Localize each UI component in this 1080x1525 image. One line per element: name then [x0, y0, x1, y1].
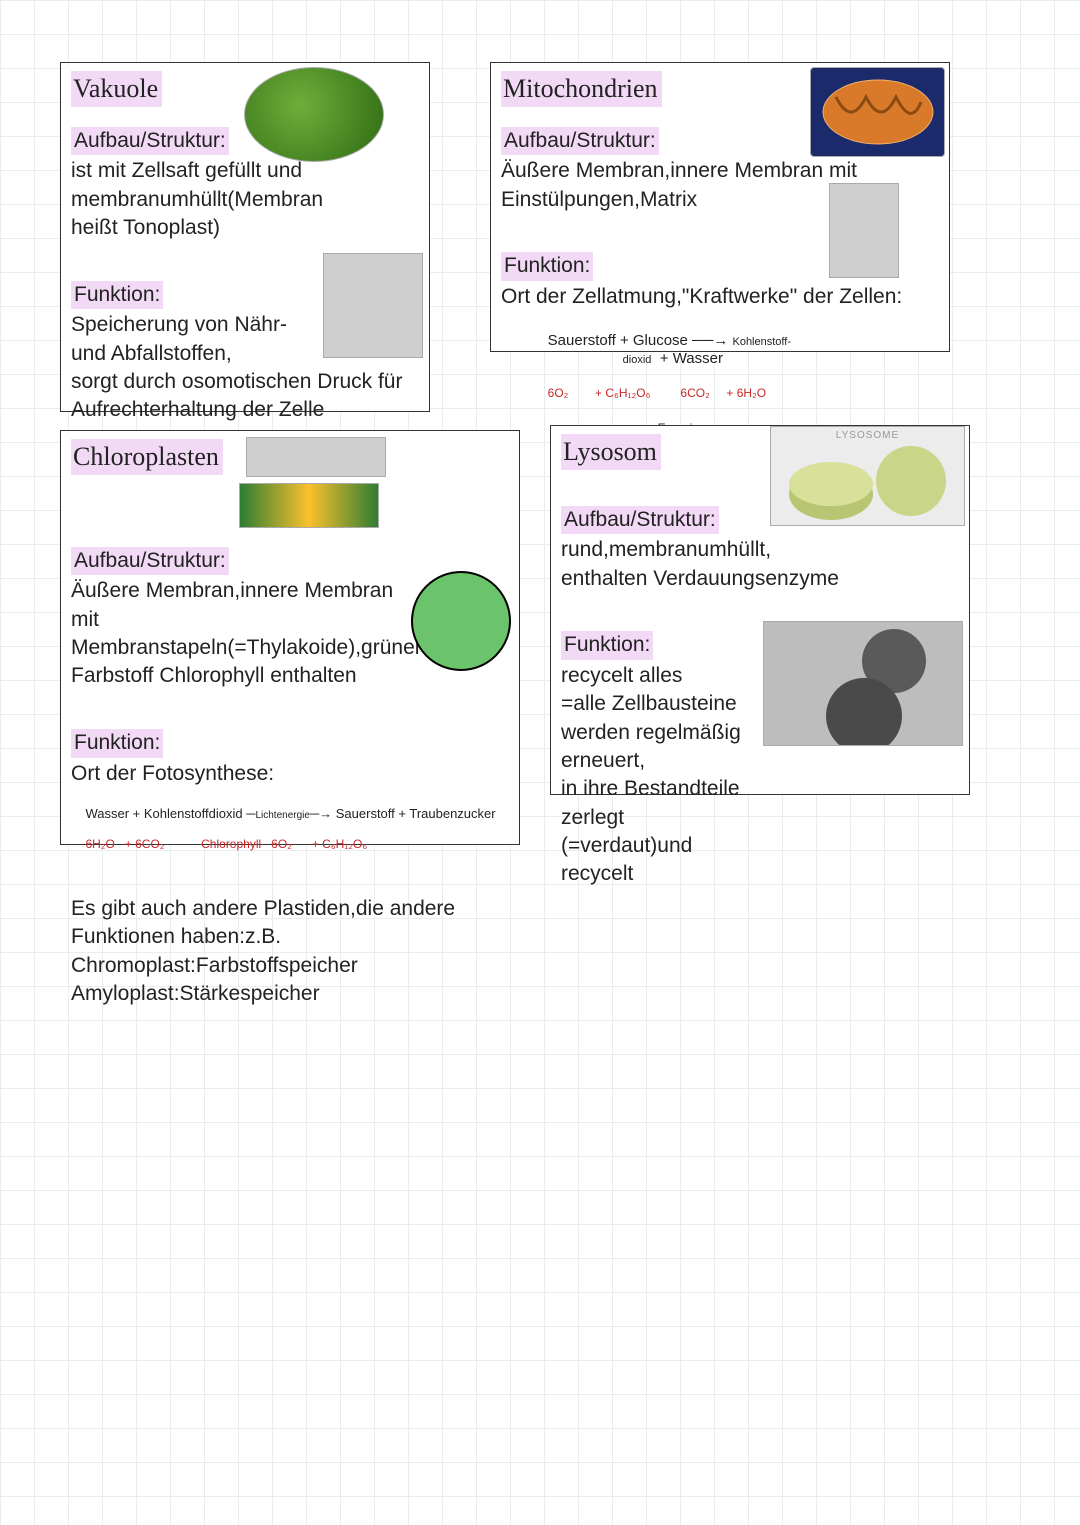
chloroplasten-title: Chloroplasten: [71, 439, 223, 475]
leaf-cells-circle-image: [411, 571, 511, 671]
lysosome-diagram-image: LYSOSOME: [770, 426, 965, 526]
mito-eq-bottom: 6O₂ + C₆H₁₂O₆ 6CO₂ + 6H₂O: [548, 386, 766, 400]
chloro-structure-label: Aufbau/Struktur:: [71, 547, 229, 575]
lyso-structure-text: rund,membranumhüllt, enthalten Verdauung…: [561, 536, 959, 593]
chloro-function-text: Ort der Fotosynthese:: [71, 760, 509, 788]
card-vakuole: Vakuole Aufbau/Struktur: ist mit Zellsaf…: [60, 62, 430, 412]
vakuole-structure-label: Aufbau/Struktur:: [71, 127, 229, 155]
chloro-function-label: Funktion:: [71, 729, 163, 757]
mito-function-label: Funktion:: [501, 252, 593, 280]
chloro-eq-bottom: 6H₂O + 6CO₂ Chlorophyll 6O₂ + C₆H₁₂O₆: [85, 837, 367, 851]
card-lysosom: LYSOSOME Lysosom Aufbau/Struktur: rund,m…: [550, 425, 970, 795]
mito-structure-label: Aufbau/Struktur:: [501, 127, 659, 155]
lysosom-title: Lysosom: [561, 434, 661, 470]
vakuole-function-text-2: sorgt durch osomotischen Druck für Aufre…: [71, 368, 419, 425]
vakuole-em-image: [323, 253, 423, 358]
vakuole-function-label: Funktion:: [71, 281, 163, 309]
chloroplast-color-image: [239, 483, 379, 528]
mito-structure-text: Äußere Membran,innere Membran mit Einstü…: [501, 157, 881, 214]
chloro-extra-text: Es gibt auch andere Plastiden,die andere…: [71, 895, 509, 1008]
chloro-eq-top: Wasser + Kohlenstoffdioxid ─Lichtenergie…: [85, 806, 495, 821]
chloroplast-em-image: [246, 437, 386, 477]
lyso-function-text: recycelt alles =alle Zellbausteine werde…: [561, 662, 761, 889]
lyso-function-label: Funktion:: [561, 631, 653, 659]
mitochondrion-em-image: [829, 183, 899, 278]
card-mitochondrien: Mitochondrien Aufbau/Struktur: Äußere Me…: [490, 62, 950, 352]
card-chloroplasten: Chloroplasten Aufbau/Struktur: Äußere Me…: [60, 430, 520, 845]
lysosome-caption: LYSOSOME: [771, 429, 964, 443]
lyso-structure-label: Aufbau/Struktur:: [561, 506, 719, 534]
mito-function-text: Ort der Zellatmung,"Kraftwerke" der Zell…: [501, 283, 939, 311]
mito-eq-top: Sauerstoff + Glucose ──→ Kohlenstoff- di…: [531, 332, 791, 366]
vakuole-function-text-1: Speicherung von Nähr-und Abfallstoffen,: [71, 311, 321, 368]
vakuole-illustration-image: [244, 67, 384, 162]
mitochondrien-title: Mitochondrien: [501, 71, 662, 107]
vakuole-title: Vakuole: [71, 71, 162, 107]
mitochondrion-diagram-image: [810, 67, 945, 157]
chloro-equation: Wasser + Kohlenstoffdioxid ─Lichtenergie…: [71, 792, 509, 867]
vakuole-structure-text: ist mit Zellsaft gefüllt und membranumhü…: [71, 157, 371, 242]
chloro-structure-text: Äußere Membran,innere Membran mit Membra…: [71, 577, 421, 690]
lysosome-em-image: [763, 621, 963, 746]
